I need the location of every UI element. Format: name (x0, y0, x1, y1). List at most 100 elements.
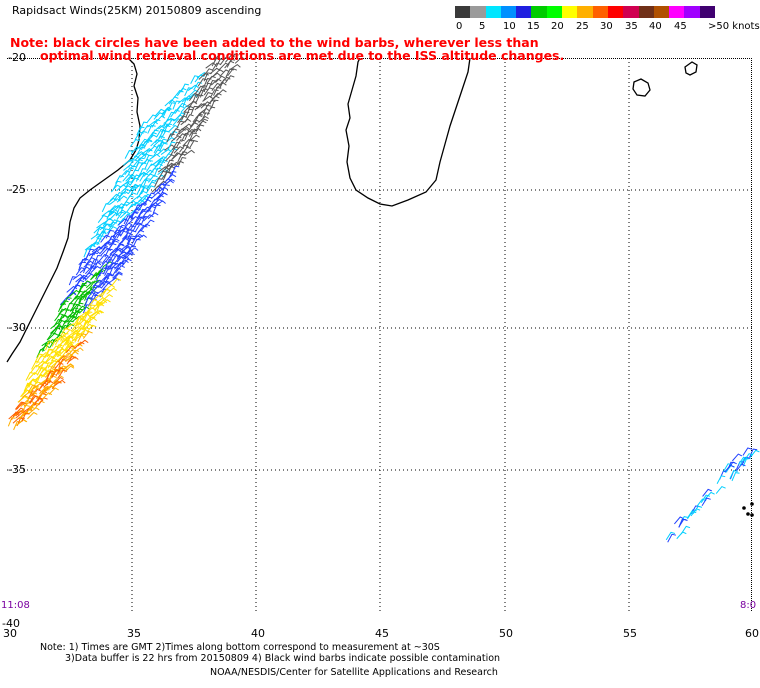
wind-barb (61, 349, 72, 358)
wind-barb (142, 124, 152, 134)
wind-barb (136, 126, 145, 136)
wind-barb (36, 366, 46, 376)
wind-barb (134, 223, 144, 233)
wind-barb (700, 494, 711, 503)
wind-barb (52, 360, 62, 370)
colorbar-swatch (669, 6, 685, 18)
wind-barb (84, 266, 96, 275)
lat-label-25: -25 (8, 183, 26, 196)
wind-barb (731, 472, 740, 482)
wind-barb (97, 280, 109, 289)
wind-barb (144, 159, 153, 169)
wind-barb (106, 287, 117, 295)
wind-barb (202, 104, 212, 114)
colorbar-label: 25 (576, 21, 589, 32)
wind-barb (696, 498, 707, 507)
wind-barb (50, 322, 61, 330)
wind-barb (196, 102, 208, 110)
lon-label-50: 50 (499, 627, 513, 640)
wind-barb (110, 184, 122, 193)
lon-label-30: 30 (3, 627, 17, 640)
wind-barb (146, 192, 156, 202)
wind-barb (13, 421, 22, 431)
wind-barb (16, 401, 27, 410)
wind-barb (135, 172, 145, 182)
wind-barb (88, 242, 99, 251)
wind-barb (197, 78, 208, 87)
contamination-marker (742, 506, 746, 510)
wind-barb (188, 100, 197, 110)
wind-barb (54, 379, 66, 387)
wind-barb (184, 114, 194, 123)
wind-barb (20, 389, 30, 398)
wind-barb (143, 140, 153, 149)
colorbar-swatch (470, 6, 486, 18)
wind-barb (30, 364, 41, 373)
wind-barb (164, 178, 175, 186)
wind-barb (138, 130, 148, 140)
wind-barb (154, 200, 166, 207)
wind-barb (182, 138, 193, 147)
wind-barb (146, 134, 158, 142)
wind-barb (11, 411, 20, 421)
wind-barb (743, 453, 754, 462)
colorbar-swatch (592, 6, 608, 18)
wind-barb (182, 97, 191, 107)
wind-barb (71, 322, 82, 331)
mauritius-island (684, 61, 698, 76)
wind-barb (84, 297, 93, 307)
lat-label-40: -40 (2, 617, 20, 630)
wind-barb (57, 369, 68, 378)
wind-barb (93, 303, 105, 311)
wind-barb (89, 258, 99, 268)
wind-barb (71, 284, 81, 294)
wind-barb (177, 115, 187, 124)
wind-barb (105, 253, 116, 263)
wind-barb (731, 453, 743, 462)
wind-barb (100, 228, 110, 238)
wind-barb (90, 233, 102, 240)
wind-barb (152, 198, 164, 206)
wind-barb (156, 180, 168, 188)
footer-note-line1: Note: 1) Times are GMT 2)Times along bot… (40, 642, 440, 653)
wind-barb (149, 153, 161, 160)
wind-barb (162, 171, 171, 181)
time-label-right: 8:0 (740, 600, 757, 611)
wind-barb (7, 417, 16, 427)
wind-barb (147, 179, 157, 189)
wind-barb (198, 118, 209, 127)
wind-barb (115, 175, 125, 184)
wind-barb (147, 124, 156, 134)
wind-barb (234, 56, 246, 64)
colorbar-swatch (516, 6, 532, 18)
wind-barb (208, 79, 217, 89)
wind-barb (189, 134, 200, 142)
wind-barb (24, 383, 34, 392)
wind-barb (62, 296, 72, 306)
wind-barb (136, 234, 148, 241)
wind-barb (203, 87, 214, 96)
wind-barb (87, 304, 96, 314)
wind-barb (105, 273, 114, 283)
lon-label-60: 60 (745, 627, 759, 640)
wind-barb (170, 146, 180, 156)
wind-barb (729, 470, 738, 480)
colorbar-swatch (455, 6, 471, 18)
wind-barb (739, 457, 749, 466)
wind-barb (144, 149, 152, 159)
wind-barb (104, 248, 113, 258)
wind-barb (130, 185, 140, 195)
wind-barb (53, 362, 64, 371)
wind-barb (726, 461, 737, 470)
wind-barb (212, 69, 224, 77)
wind-barb (114, 243, 125, 252)
wind-barb (63, 329, 74, 337)
wind-barb (83, 264, 91, 274)
wind-barb (38, 368, 48, 378)
wind-barb (211, 57, 221, 67)
wind-barb (147, 212, 159, 220)
wind-barb (119, 211, 131, 219)
wind-barb (741, 456, 750, 466)
wind-barb (143, 173, 154, 182)
wind-barb (183, 105, 194, 113)
